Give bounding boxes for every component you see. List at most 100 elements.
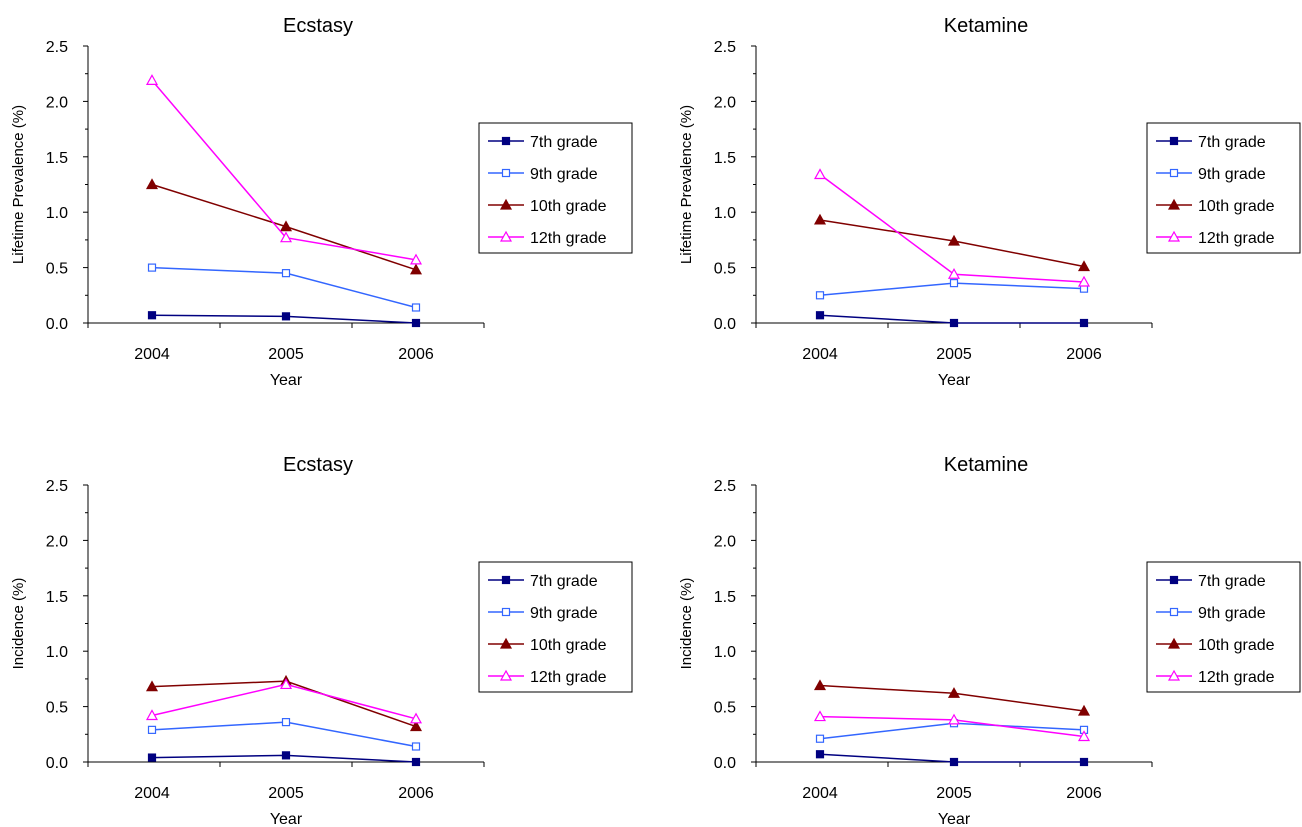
- y-tick-label: 0.5: [46, 700, 68, 717]
- chart-title: Ketamine: [944, 15, 1029, 37]
- legend-label: 9th grade: [530, 166, 598, 183]
- x-tick-label: 2006: [398, 785, 434, 802]
- y-tick-label: 1.5: [714, 589, 736, 606]
- data-point-0: [1079, 318, 1089, 328]
- data-point-1: [281, 269, 291, 278]
- data-point-3: [279, 231, 293, 243]
- legend-swatch-marker: [1169, 607, 1179, 617]
- data-point-3: [1077, 730, 1091, 742]
- data-point-3: [947, 713, 961, 725]
- data-point-1: [815, 291, 825, 300]
- y-tick-label: 1.0: [714, 205, 736, 222]
- x-tick-label: 2005: [268, 346, 304, 363]
- data-point-3: [813, 168, 827, 180]
- x-axis-label: Year: [270, 372, 303, 389]
- data-point-3: [409, 253, 423, 265]
- legend-label: 9th grade: [1198, 166, 1266, 183]
- y-tick-label: 0.5: [46, 261, 68, 278]
- data-point-0: [147, 311, 157, 320]
- legend-swatch-marker: [499, 637, 513, 649]
- data-point-0: [411, 318, 421, 328]
- legend: 7th grade 9th grade 10th grade 12th grade: [1146, 561, 1301, 693]
- data-point-0: [411, 757, 421, 767]
- legend-swatch-marker: [1167, 198, 1181, 210]
- y-axis-label: Lifetime Prevalence (%): [678, 105, 695, 264]
- legend-swatch-marker: [501, 607, 511, 617]
- legend-swatch-marker: [499, 230, 513, 242]
- x-axis-label: Year: [938, 372, 971, 389]
- data-point-2: [409, 263, 423, 275]
- legend-label: 10th grade: [1198, 637, 1275, 654]
- x-tick-label: 2005: [936, 785, 972, 802]
- data-point-1: [411, 303, 421, 312]
- data-point-2: [145, 680, 159, 692]
- data-point-2: [947, 687, 961, 698]
- legend-label: 7th grade: [1198, 134, 1266, 151]
- chart-panel: Ketamine 0.0 0.5 1.0 1.5 2.0 2.5 2004 2005 2006 Ye…: [678, 454, 1301, 827]
- x-axis-label: Year: [938, 811, 971, 827]
- legend-label: 9th grade: [530, 605, 598, 622]
- legend-label: 12th grade: [1198, 669, 1275, 686]
- legend-swatch-marker: [501, 168, 511, 178]
- chart-panel: Ecstasy 0.0 0.5 1.0 1.5 2.0 2.5 2004 2005 2006 Yea…: [10, 15, 633, 389]
- y-tick-label: 0.0: [46, 316, 68, 333]
- y-axis-label: Incidence (%): [678, 578, 695, 670]
- legend-label: 12th grade: [1198, 230, 1275, 247]
- y-tick-label: 2.5: [46, 39, 68, 56]
- y-tick-label: 2.5: [714, 478, 736, 495]
- data-point-1: [281, 718, 291, 727]
- data-point-1: [147, 725, 157, 734]
- x-tick-label: 2006: [1066, 346, 1102, 363]
- x-tick-label: 2004: [802, 785, 838, 802]
- y-tick-label: 2.0: [714, 94, 736, 111]
- legend-swatch-marker: [1167, 637, 1181, 649]
- data-point-2: [409, 720, 423, 732]
- x-tick-label: 2004: [802, 346, 838, 363]
- y-tick-label: 2.5: [714, 39, 736, 56]
- data-point-2: [1077, 704, 1091, 716]
- legend: 7th grade 9th grade 10th grade 12th grade: [1146, 122, 1301, 254]
- chart-title: Ecstasy: [283, 15, 353, 37]
- y-tick-label: 1.5: [46, 589, 68, 606]
- y-tick-label: 2.0: [46, 533, 68, 550]
- legend-label: 12th grade: [530, 230, 607, 247]
- y-tick-label: 0.0: [46, 755, 68, 772]
- data-point-0: [281, 751, 291, 760]
- y-axis-label: Lifetime Prevalence (%): [10, 105, 27, 264]
- x-tick-label: 2005: [268, 785, 304, 802]
- x-axis-label: Year: [270, 811, 303, 827]
- data-point-3: [145, 74, 159, 85]
- legend-label: 10th grade: [530, 637, 607, 654]
- y-tick-label: 0.0: [714, 755, 736, 772]
- legend-label: 7th grade: [530, 573, 598, 590]
- legend-swatch-marker: [1169, 575, 1179, 585]
- series-line-2: [819, 684, 1085, 712]
- y-tick-label: 0.5: [714, 700, 736, 717]
- data-point-0: [815, 750, 825, 759]
- data-point-2: [947, 234, 961, 246]
- data-point-3: [145, 709, 159, 721]
- legend-swatch-marker: [1167, 230, 1181, 242]
- legend-swatch-marker: [501, 575, 511, 585]
- data-point-3: [947, 268, 961, 279]
- data-point-2: [145, 178, 159, 190]
- legend: 7th grade 9th grade 10th grade 12th grade: [478, 561, 633, 693]
- legend-swatch-marker: [499, 198, 513, 210]
- data-point-0: [815, 311, 825, 320]
- y-tick-label: 0.0: [714, 316, 736, 333]
- legend: 7th grade 9th grade 10th grade 12th grade: [478, 122, 633, 254]
- series-line-3: [819, 173, 1085, 283]
- legend-label: 12th grade: [530, 669, 607, 686]
- legend-swatch-marker: [1169, 168, 1179, 178]
- data-point-0: [949, 318, 959, 328]
- y-axis-label: Incidence (%): [10, 578, 27, 670]
- x-tick-label: 2004: [134, 785, 170, 802]
- x-tick-label: 2004: [134, 346, 170, 363]
- chart-panel: Ecstasy 0.0 0.5 1.0 1.5 2.0 2.5 2004 2005 2006 Yea…: [10, 454, 633, 827]
- data-point-1: [815, 734, 825, 743]
- y-tick-label: 2.5: [46, 478, 68, 495]
- y-tick-label: 1.5: [46, 150, 68, 167]
- y-tick-label: 2.0: [714, 533, 736, 550]
- legend-swatch-marker: [501, 136, 511, 146]
- data-point-3: [279, 678, 293, 690]
